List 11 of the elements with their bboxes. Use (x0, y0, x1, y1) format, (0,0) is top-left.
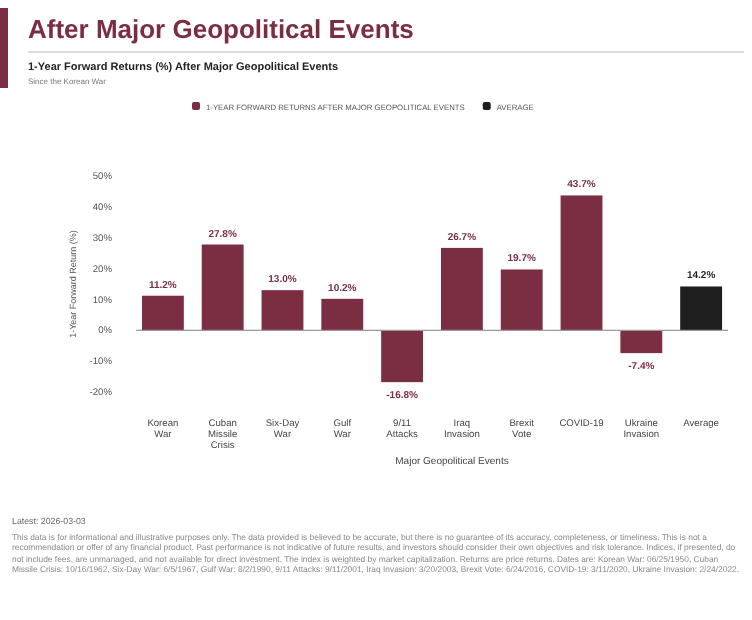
bar (261, 290, 304, 331)
bar (201, 244, 244, 331)
bar (440, 247, 483, 331)
bar (141, 295, 184, 331)
bar (381, 330, 424, 383)
bar (680, 286, 723, 331)
bar (620, 330, 663, 354)
bar (321, 298, 364, 331)
chart-title: After Major Geopolitical Events (28, 14, 414, 44)
bar (560, 195, 603, 331)
bar (500, 269, 543, 331)
